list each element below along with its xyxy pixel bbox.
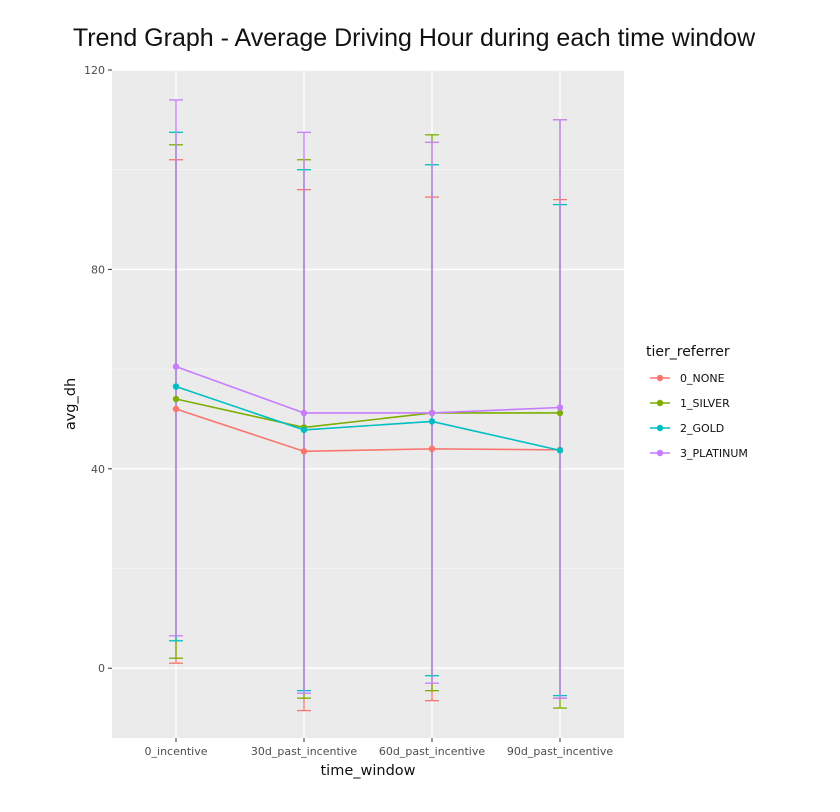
series-line-2_GOLD: [172, 383, 564, 454]
data-point: [556, 447, 564, 454]
data-point: [428, 409, 436, 417]
x-tick-label: 60d_past_incentive: [379, 745, 485, 758]
legend-key-point: [656, 399, 664, 407]
legend-key-point: [656, 449, 664, 457]
series-line: [175, 365, 561, 414]
legend-key-point: [656, 374, 664, 382]
y-axis: 0 40 80 120: [84, 64, 112, 675]
data-point: [300, 448, 308, 455]
series-line: [175, 408, 561, 453]
series-line: [175, 385, 561, 452]
x-tick-label: 0_incentive: [145, 745, 208, 758]
y-axis-title: avg_dh: [63, 378, 79, 430]
x-axis-title: time_window: [320, 763, 415, 779]
chart-title: Trend Graph - Average Driving Hour durin…: [73, 24, 756, 52]
legend-label: 0_NONE: [680, 372, 725, 385]
data-point: [300, 409, 308, 417]
x-tick-label: 30d_past_incentive: [251, 745, 357, 758]
data-point: [428, 445, 436, 453]
y-tick-label: 0: [98, 662, 105, 675]
legend: tier_referrer 0_NONE 1_SILVER 2_GOLD 3_PLAT…: [646, 344, 748, 460]
data-point: [556, 404, 564, 411]
legend-label: 1_SILVER: [680, 397, 730, 410]
legend-key-point: [656, 424, 664, 432]
data-point: [300, 426, 308, 434]
y-tick-label: 40: [91, 463, 105, 476]
legend-label: 2_GOLD: [680, 422, 724, 435]
series-line-3_PLATINUM: [172, 363, 564, 417]
legend-label: 3_PLATINUM: [680, 447, 748, 460]
data-point: [172, 405, 180, 413]
data-point: [172, 363, 180, 370]
data-point: [556, 409, 564, 417]
data-point: [172, 395, 180, 403]
y-tick-label: 120: [84, 64, 105, 77]
x-axis: 0_incentive 30d_past_incentive 60d_past_in…: [145, 738, 613, 758]
legend-title: tier_referrer: [646, 344, 730, 360]
plot-panel: [112, 70, 624, 738]
data-point: [428, 418, 436, 425]
series-layer: [169, 99, 567, 712]
series-line: [175, 398, 560, 429]
data-point: [172, 383, 180, 390]
x-tick-label: 90d_past_incentive: [507, 745, 613, 758]
y-tick-label: 80: [91, 263, 105, 276]
